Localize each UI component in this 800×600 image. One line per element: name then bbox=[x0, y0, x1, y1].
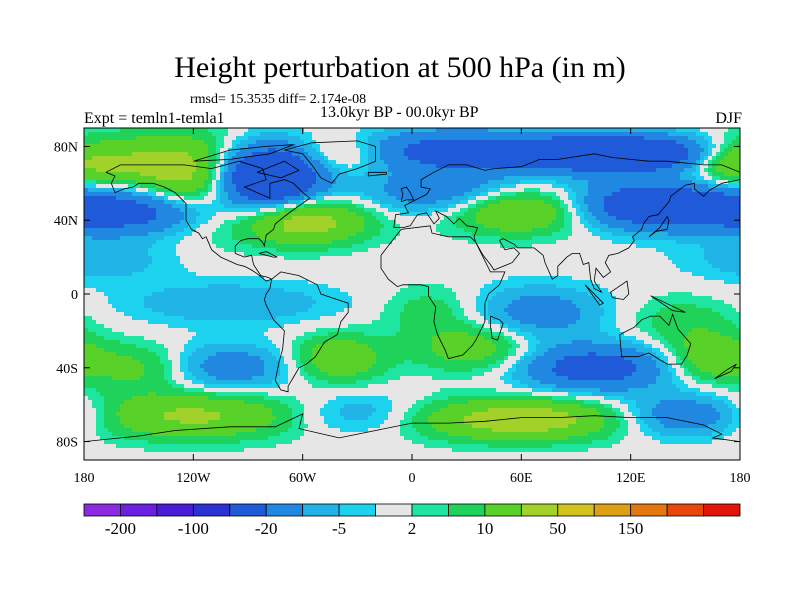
colorbar-swatch bbox=[557, 503, 595, 517]
lat-tick-label: 40S bbox=[56, 362, 78, 377]
colorbar-label: 50 bbox=[549, 519, 566, 538]
lon-tick-label: 0 bbox=[409, 471, 416, 486]
lat-tick-label: 80N bbox=[54, 140, 78, 155]
coastline bbox=[610, 280, 630, 300]
lon-tick-label: 60W bbox=[289, 471, 317, 486]
coastline bbox=[393, 153, 740, 228]
colorbar-label: 2 bbox=[408, 519, 417, 538]
experiment-label: Expt = temln1-temla1 bbox=[84, 110, 225, 127]
period-label: 13.0kyr BP - 00.0kyr BP bbox=[320, 104, 479, 121]
lon-tick-label: 180 bbox=[730, 471, 751, 486]
coastline bbox=[380, 225, 506, 360]
colorbar-label: -5 bbox=[332, 519, 346, 538]
lon-tick-label: 120W bbox=[176, 471, 211, 486]
colorbar-swatch bbox=[120, 503, 158, 517]
coastline bbox=[256, 160, 300, 179]
coastline bbox=[393, 179, 740, 294]
colorbar-swatch bbox=[666, 503, 704, 517]
coastline bbox=[367, 171, 387, 177]
colorbar-label: 10 bbox=[476, 519, 493, 538]
colorbar-swatch bbox=[192, 503, 231, 517]
coastline bbox=[714, 363, 737, 380]
colorbar-swatch bbox=[593, 503, 632, 517]
colorbar-swatch bbox=[448, 503, 486, 517]
coastline bbox=[619, 313, 692, 365]
coastline bbox=[648, 215, 670, 238]
colorbar-swatch bbox=[520, 503, 559, 517]
lon-tick-label: 180 bbox=[74, 471, 95, 486]
colorbar-swatch bbox=[83, 503, 121, 517]
colorbar-swatch bbox=[411, 503, 449, 517]
coastline bbox=[105, 160, 311, 282]
height-field bbox=[84, 128, 740, 460]
lat-tick-label: 80S bbox=[56, 436, 78, 451]
colorbar-swatch bbox=[156, 503, 194, 517]
coastline bbox=[284, 140, 376, 184]
colorbar-swatch bbox=[703, 503, 741, 517]
coastline bbox=[84, 413, 740, 442]
lon-tick-label: 60E bbox=[510, 471, 533, 486]
colorbar-label: -20 bbox=[255, 519, 278, 538]
colorbar: -200 -100 -20 -5 2 10 50 150 bbox=[83, 503, 741, 538]
coastline bbox=[650, 295, 686, 313]
coastline bbox=[400, 186, 415, 203]
colorbar-swatch bbox=[302, 503, 340, 517]
colorbar-swatch bbox=[338, 503, 376, 517]
coastlines bbox=[84, 140, 740, 442]
coastline bbox=[193, 144, 294, 162]
colorbar-label: 150 bbox=[618, 519, 644, 538]
coastline bbox=[263, 271, 349, 393]
colorbar-label: -200 bbox=[105, 519, 136, 538]
coastline bbox=[258, 251, 278, 258]
plot-title: Height perturbation at 500 hPa (in m) bbox=[174, 51, 626, 84]
colorbar-swatch bbox=[630, 503, 668, 517]
coastline bbox=[584, 284, 604, 306]
coastline bbox=[490, 315, 504, 341]
colorbar-label: -100 bbox=[178, 519, 209, 538]
colorbar-swatch bbox=[375, 503, 413, 517]
season-label: DJF bbox=[715, 110, 742, 127]
colorbar-swatch bbox=[229, 503, 267, 517]
lat-tick-label: 40N bbox=[54, 214, 78, 229]
colorbar-swatch bbox=[484, 503, 522, 517]
lon-tick-label: 120E bbox=[616, 471, 646, 486]
rmsd-diff-stats: rmsd= 15.3535 diff= 2.174e-08 bbox=[190, 92, 367, 107]
colorbar-swatch bbox=[265, 503, 304, 517]
map-axes: 80N 40N 0 40S 80S 180 120W 60W 0 60E 120E 180 bbox=[54, 128, 751, 486]
lat-tick-label: 0 bbox=[71, 288, 78, 303]
